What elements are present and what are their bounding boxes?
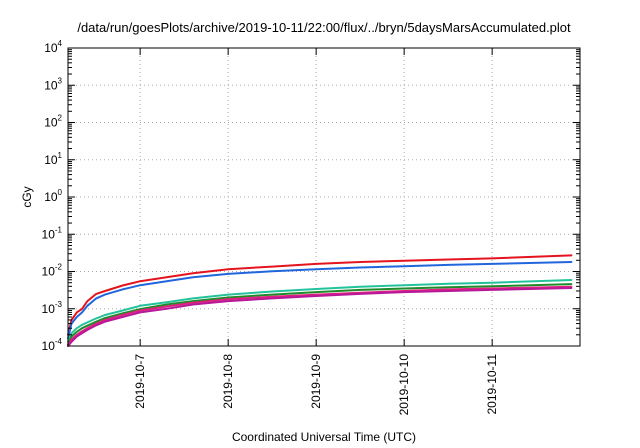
series-line	[67, 254, 573, 336]
x-tick-labels: 2019-10-7 2019-10-8 2019-10-9 2019-10-10 201…	[133, 354, 499, 416]
y-tick-label: 102	[44, 114, 62, 130]
y-tick-labels: 104 103 102 101 100 10-1 10-2 10-3 10-4	[42, 39, 63, 353]
x-axis-label: Coordinated Universal Time (UTC)	[232, 430, 416, 444]
x-tick-label: 2019-10-10	[397, 354, 411, 416]
chart-title: /data/run/goesPlots/archive/2019-10-11/2…	[77, 20, 571, 35]
y-tick-label: 10-2	[42, 263, 63, 279]
series-line	[67, 287, 573, 347]
tick-marks	[68, 47, 580, 347]
series-line	[67, 279, 573, 343]
y-tick-label: 10-3	[42, 300, 63, 316]
data-series	[67, 254, 573, 347]
x-tick-label: 2019-10-11	[485, 354, 499, 415]
series-line	[67, 285, 573, 347]
y-tick-label: 100	[44, 188, 62, 204]
grid	[68, 48, 580, 346]
x-tick-label: 2019-10-7	[133, 354, 147, 409]
y-tick-label: 104	[44, 39, 62, 55]
x-tick-label: 2019-10-8	[221, 354, 235, 409]
series-line	[67, 261, 573, 340]
y-tick-label: 103	[44, 76, 62, 92]
y-tick-label: 101	[44, 151, 62, 167]
y-axis-label: cGy	[20, 186, 34, 207]
y-tick-label: 10-1	[42, 225, 63, 241]
y-tick-label: 10-4	[42, 337, 63, 353]
x-tick-label: 2019-10-9	[309, 354, 323, 409]
series-line	[67, 283, 573, 346]
